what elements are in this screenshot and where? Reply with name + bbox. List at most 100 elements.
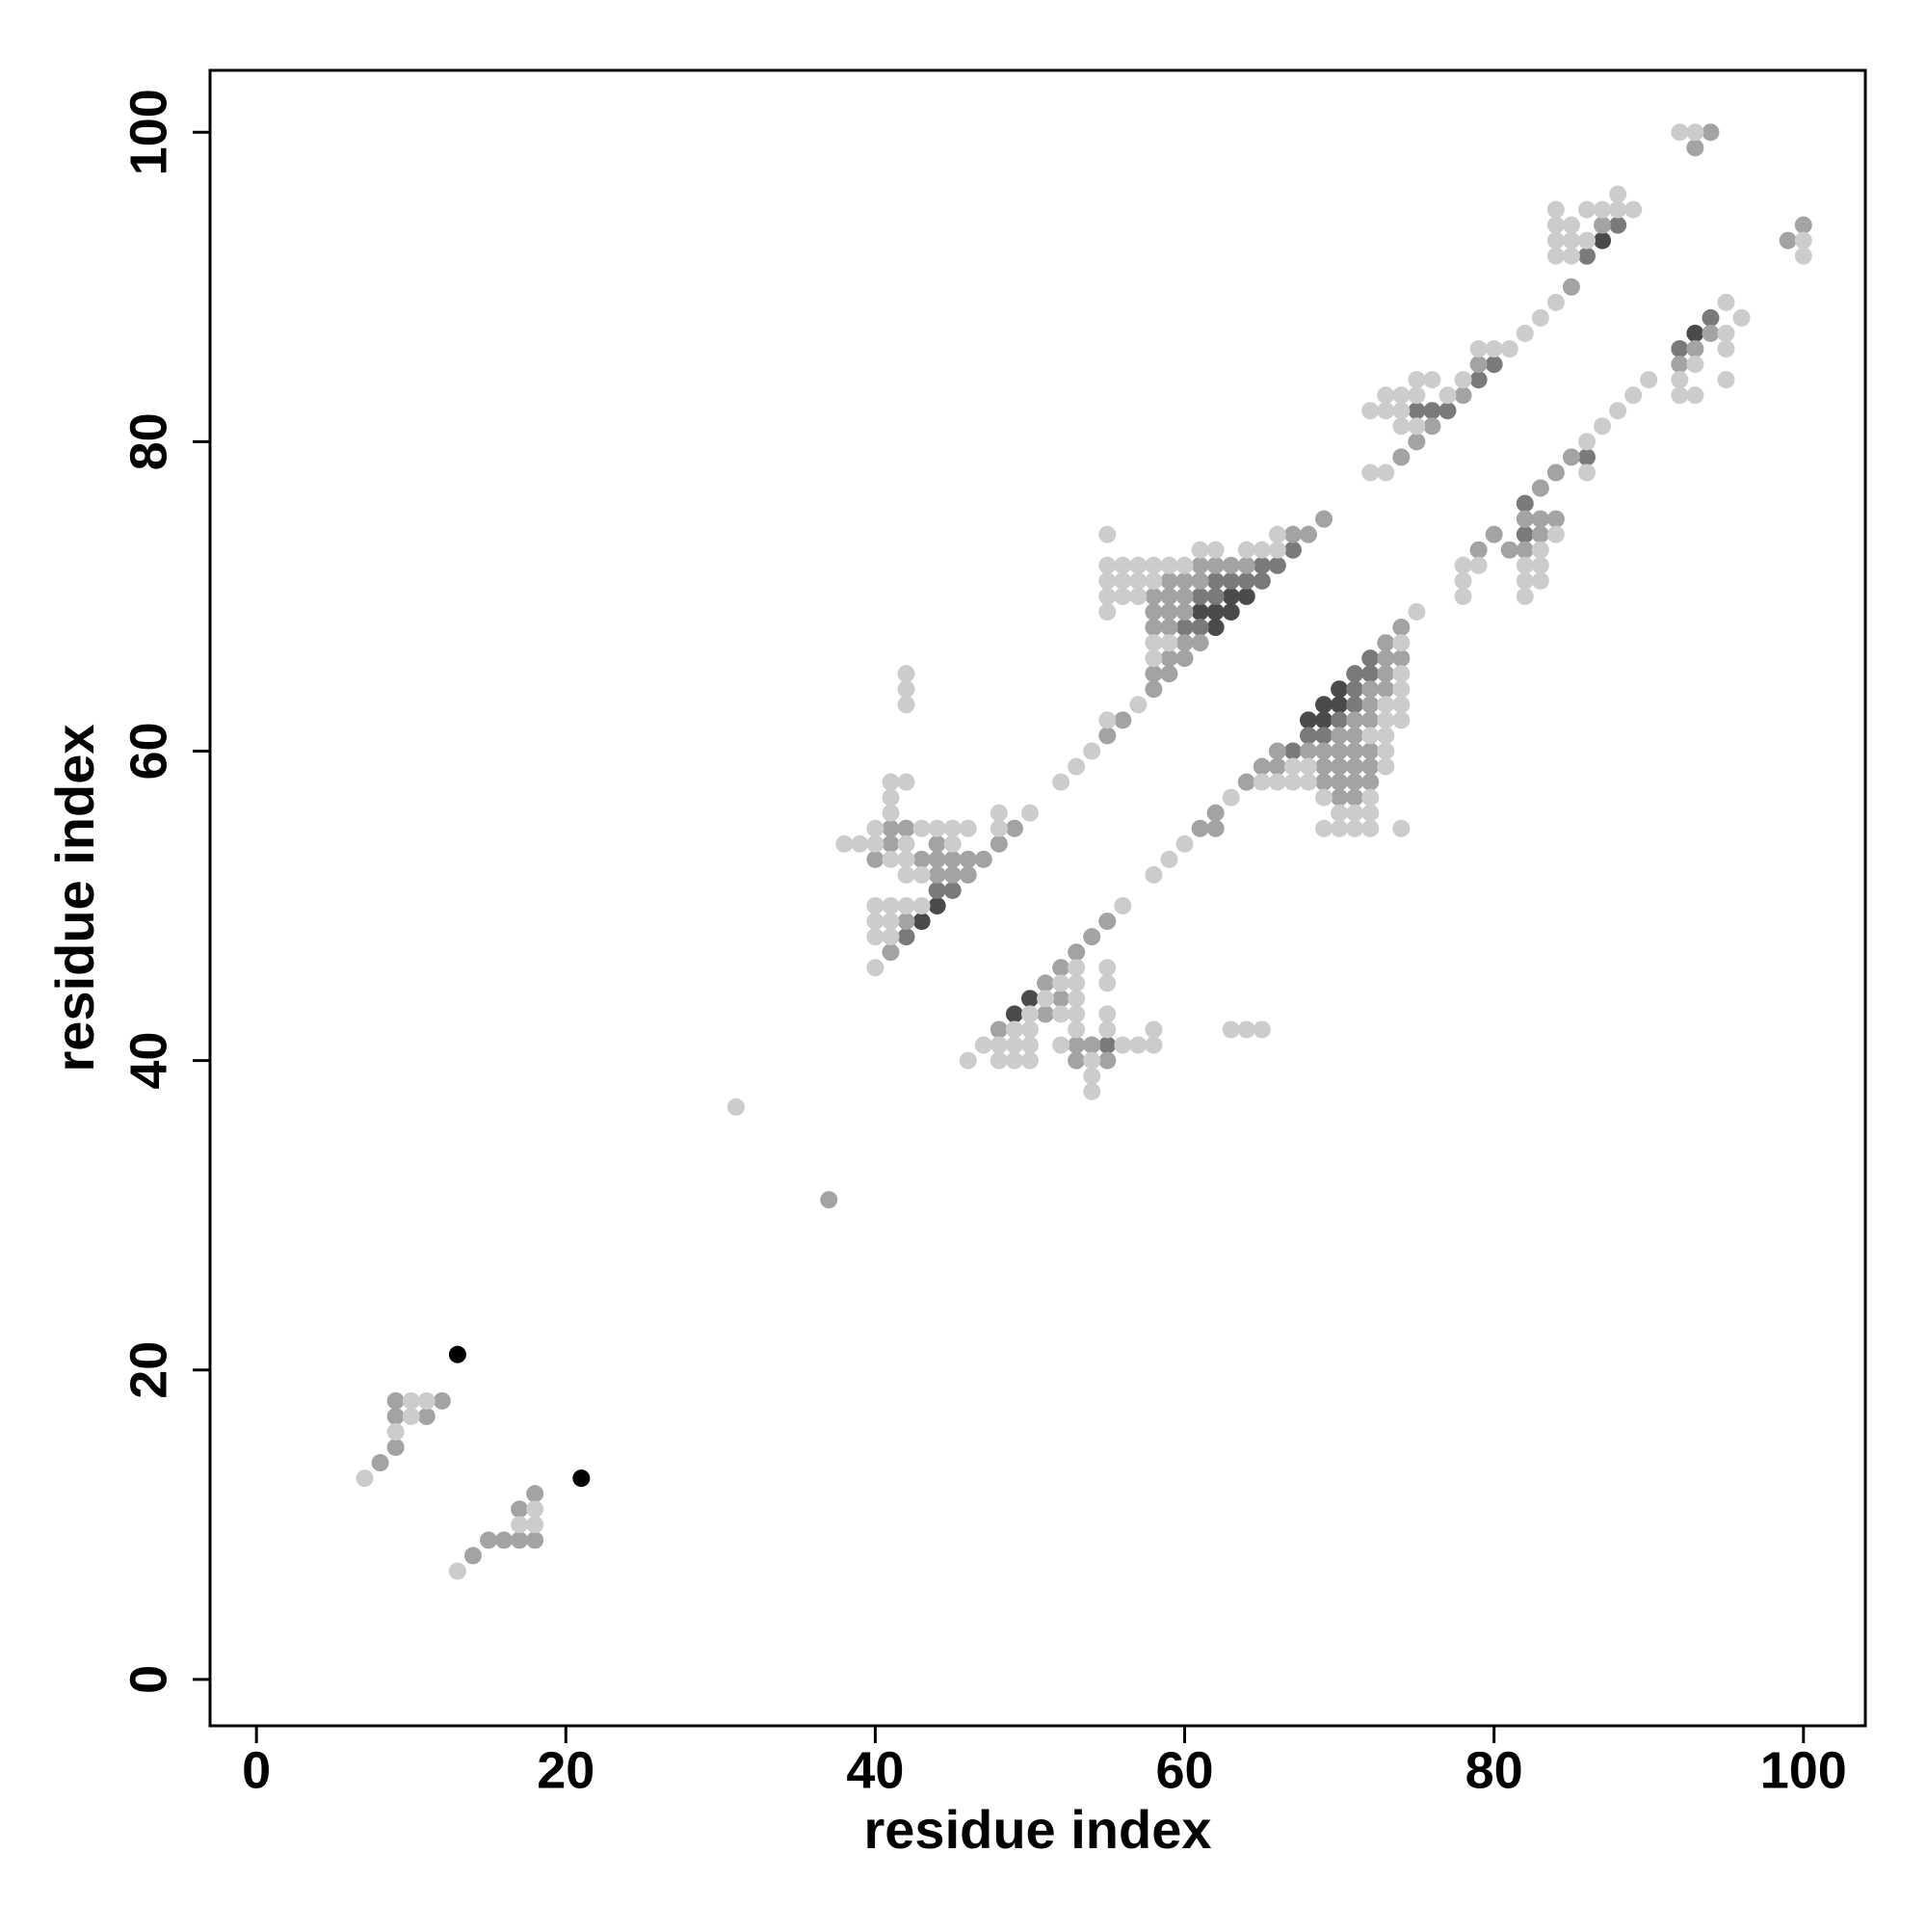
contact-point — [1331, 680, 1349, 699]
contact-point — [1052, 773, 1070, 791]
contact-point — [1794, 247, 1812, 265]
contact-point — [1145, 665, 1163, 683]
x-tick-label: 0 — [242, 1741, 271, 1799]
contact-point — [526, 1516, 544, 1534]
contact-point — [1083, 1051, 1101, 1070]
contact-point — [433, 1391, 451, 1410]
contact-point — [1299, 742, 1317, 760]
contact-point — [1594, 216, 1612, 234]
contact-point — [1671, 340, 1689, 358]
contact-point — [1222, 788, 1240, 807]
contact-point — [1686, 324, 1704, 342]
contact-point — [1717, 340, 1735, 358]
contact-point — [1794, 216, 1812, 234]
contact-point — [1206, 587, 1225, 605]
contact-point — [1114, 1036, 1132, 1054]
contact-point — [1005, 819, 1023, 837]
contact-point — [386, 1422, 405, 1441]
contact-point — [1594, 231, 1612, 250]
contact-point — [1779, 231, 1797, 250]
contact-point — [1175, 571, 1194, 590]
contact-point — [1392, 665, 1411, 683]
contact-point — [1020, 1036, 1039, 1054]
contact-point — [1346, 804, 1364, 822]
contact-point — [1114, 556, 1132, 574]
contact-point — [1331, 804, 1349, 822]
contact-point — [1686, 139, 1704, 157]
contact-point — [990, 834, 1008, 853]
contact-point — [1129, 571, 1148, 590]
contact-point — [1469, 556, 1488, 574]
contact-point — [1098, 525, 1117, 543]
y-tick-label: 60 — [119, 722, 177, 780]
contact-point — [1175, 587, 1194, 605]
contact-point — [897, 850, 915, 868]
contact-point — [1191, 556, 1209, 574]
contact-point — [1531, 479, 1549, 497]
contact-point — [959, 1051, 977, 1070]
contact-point — [990, 819, 1008, 837]
contact-point — [912, 897, 931, 915]
contact-point — [1160, 571, 1178, 590]
contact-point — [526, 1531, 544, 1549]
contact-point — [897, 819, 915, 837]
contact-point — [1191, 819, 1209, 837]
contact-point — [866, 834, 884, 853]
contact-point — [1020, 990, 1039, 1008]
contact-point — [1562, 216, 1580, 234]
contact-point — [897, 834, 915, 853]
contact-point — [1098, 1036, 1117, 1054]
contact-point — [1005, 1036, 1023, 1054]
contact-point — [1068, 1005, 1086, 1023]
contact-point — [1098, 1051, 1117, 1070]
contact-point — [943, 834, 962, 853]
contact-point — [1315, 510, 1333, 528]
contact-point — [1408, 386, 1426, 405]
contact-point — [1253, 541, 1271, 559]
contact-point — [1052, 1036, 1070, 1054]
contact-point — [1129, 696, 1148, 714]
contact-point — [1346, 680, 1364, 699]
contact-point — [1175, 602, 1194, 621]
contact-point — [1562, 278, 1580, 296]
contact-point — [959, 819, 977, 837]
contact-point — [1145, 587, 1163, 605]
contact-point — [1361, 649, 1380, 668]
contact-point — [1361, 788, 1380, 807]
contact-point — [1562, 247, 1580, 265]
contact-point — [1392, 711, 1411, 729]
contact-point — [1331, 819, 1349, 837]
contact-point — [1702, 308, 1720, 327]
contact-point — [1191, 634, 1209, 652]
contact-point — [1516, 541, 1534, 559]
contact-point — [1531, 525, 1549, 543]
contact-point — [1361, 804, 1380, 822]
contact-point — [1020, 804, 1039, 822]
contact-point — [1686, 386, 1704, 405]
contact-point — [1268, 541, 1286, 559]
contact-point — [1331, 757, 1349, 776]
contact-point — [1114, 571, 1132, 590]
x-tick-label: 80 — [1465, 1741, 1523, 1799]
contact-point — [1531, 571, 1549, 590]
contact-point — [1500, 340, 1518, 358]
contact-point — [928, 897, 946, 915]
contact-point — [959, 850, 977, 868]
contact-point — [1671, 356, 1689, 374]
contact-point — [371, 1454, 389, 1472]
contact-point — [1439, 386, 1457, 405]
contact-point — [974, 850, 992, 868]
contact-point — [1686, 340, 1704, 358]
contact-point — [990, 1036, 1008, 1054]
contact-point — [928, 881, 946, 899]
contact-point — [526, 1485, 544, 1503]
contact-point — [480, 1531, 498, 1549]
contact-point — [1686, 356, 1704, 374]
y-axis-title: residue index — [44, 724, 105, 1072]
contact-point — [417, 1391, 436, 1410]
contact-point — [1562, 448, 1580, 466]
contact-point — [1098, 727, 1117, 745]
contact-point — [1283, 757, 1302, 776]
contact-point — [1083, 928, 1101, 946]
contact-point — [1145, 556, 1163, 574]
